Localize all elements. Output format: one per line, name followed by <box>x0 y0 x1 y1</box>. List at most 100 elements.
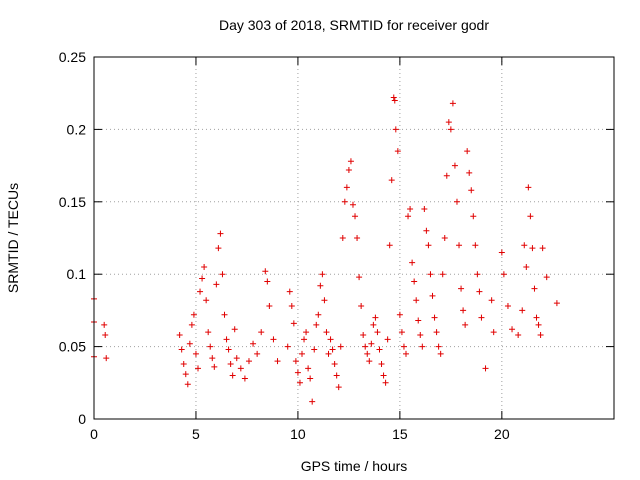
data-point <box>284 343 291 350</box>
data-point <box>478 314 485 321</box>
data-point <box>219 271 226 278</box>
data-marks <box>91 94 560 405</box>
y-axis-label: SRMTID / TECUs <box>5 183 21 293</box>
data-point <box>372 314 379 321</box>
plot-frame <box>93 56 615 420</box>
data-point <box>188 321 195 328</box>
data-point <box>421 206 428 213</box>
data-point <box>343 184 350 191</box>
data-point <box>339 235 346 241</box>
y-tick-label: 0 <box>78 411 86 427</box>
data-point <box>405 213 412 220</box>
data-point <box>396 311 403 318</box>
data-point <box>368 340 375 347</box>
data-point <box>205 329 212 336</box>
data-point <box>315 311 322 318</box>
data-point <box>476 288 483 295</box>
data-point <box>482 365 489 372</box>
data-point <box>360 332 367 339</box>
data-point <box>427 271 434 278</box>
data-point <box>447 126 454 133</box>
data-point <box>504 303 511 310</box>
data-point <box>413 297 420 304</box>
data-point <box>531 285 538 292</box>
data-point <box>466 169 473 176</box>
data-point <box>472 242 479 249</box>
data-point <box>176 332 183 339</box>
data-point <box>453 198 460 205</box>
data-point <box>409 259 416 266</box>
data-point <box>266 303 273 310</box>
x-tick-label: 20 <box>494 426 510 442</box>
data-point <box>345 166 352 173</box>
data-point <box>203 297 210 304</box>
data-point <box>250 340 257 347</box>
data-point <box>325 350 332 357</box>
data-point <box>333 372 340 379</box>
data-point <box>349 201 356 208</box>
data-point <box>311 346 318 353</box>
data-point <box>199 275 206 282</box>
data-point <box>400 343 407 350</box>
data-point <box>490 329 497 336</box>
data-point <box>539 245 546 252</box>
data-point <box>366 358 373 365</box>
x-tick-label: 0 <box>90 426 98 442</box>
data-point <box>515 332 522 339</box>
data-point <box>356 274 363 281</box>
data-point <box>262 268 269 275</box>
data-point <box>488 297 495 304</box>
x-axis-label: GPS time / hours <box>301 458 408 474</box>
data-point <box>529 245 536 252</box>
grid-layer <box>94 57 614 419</box>
data-point <box>245 358 252 365</box>
data-point <box>411 278 418 285</box>
data-point <box>439 271 446 278</box>
data-point <box>417 332 424 339</box>
x-tick-label: 10 <box>290 426 306 442</box>
data-point <box>182 371 189 378</box>
y-tick-label: 0.05 <box>59 339 86 355</box>
data-point <box>329 346 336 353</box>
data-point <box>429 292 436 299</box>
data-point <box>303 329 310 336</box>
data-point <box>299 350 305 357</box>
data-point <box>327 336 334 343</box>
data-point <box>441 235 448 241</box>
data-point <box>462 321 469 328</box>
data-point <box>301 336 308 343</box>
data-point <box>364 350 371 357</box>
data-point <box>241 375 248 382</box>
data-point <box>184 381 191 388</box>
data-point <box>317 282 324 289</box>
data-point <box>527 213 534 220</box>
data-point <box>101 321 108 328</box>
data-point <box>274 358 281 365</box>
y-tick-label: 0.25 <box>59 49 86 65</box>
data-point <box>217 230 224 237</box>
data-point <box>178 346 185 353</box>
y-tick-label: 0.2 <box>67 121 87 137</box>
data-point <box>423 227 430 234</box>
data-point <box>307 375 314 382</box>
data-point <box>233 355 240 362</box>
data-point <box>433 329 440 336</box>
data-point <box>376 346 383 353</box>
data-point <box>102 332 109 339</box>
data-point <box>500 271 507 278</box>
data-point <box>296 379 303 386</box>
data-point <box>192 350 199 357</box>
data-point <box>197 288 204 295</box>
data-point <box>407 206 414 213</box>
y-tick-label: 0.1 <box>67 266 87 282</box>
data-point <box>378 360 385 367</box>
data-point <box>358 303 365 310</box>
data-point <box>211 363 218 370</box>
data-point <box>213 281 220 288</box>
data-point <box>419 343 426 350</box>
data-point <box>533 314 540 321</box>
data-point <box>437 350 444 357</box>
data-point <box>384 336 391 343</box>
data-point <box>352 213 359 220</box>
